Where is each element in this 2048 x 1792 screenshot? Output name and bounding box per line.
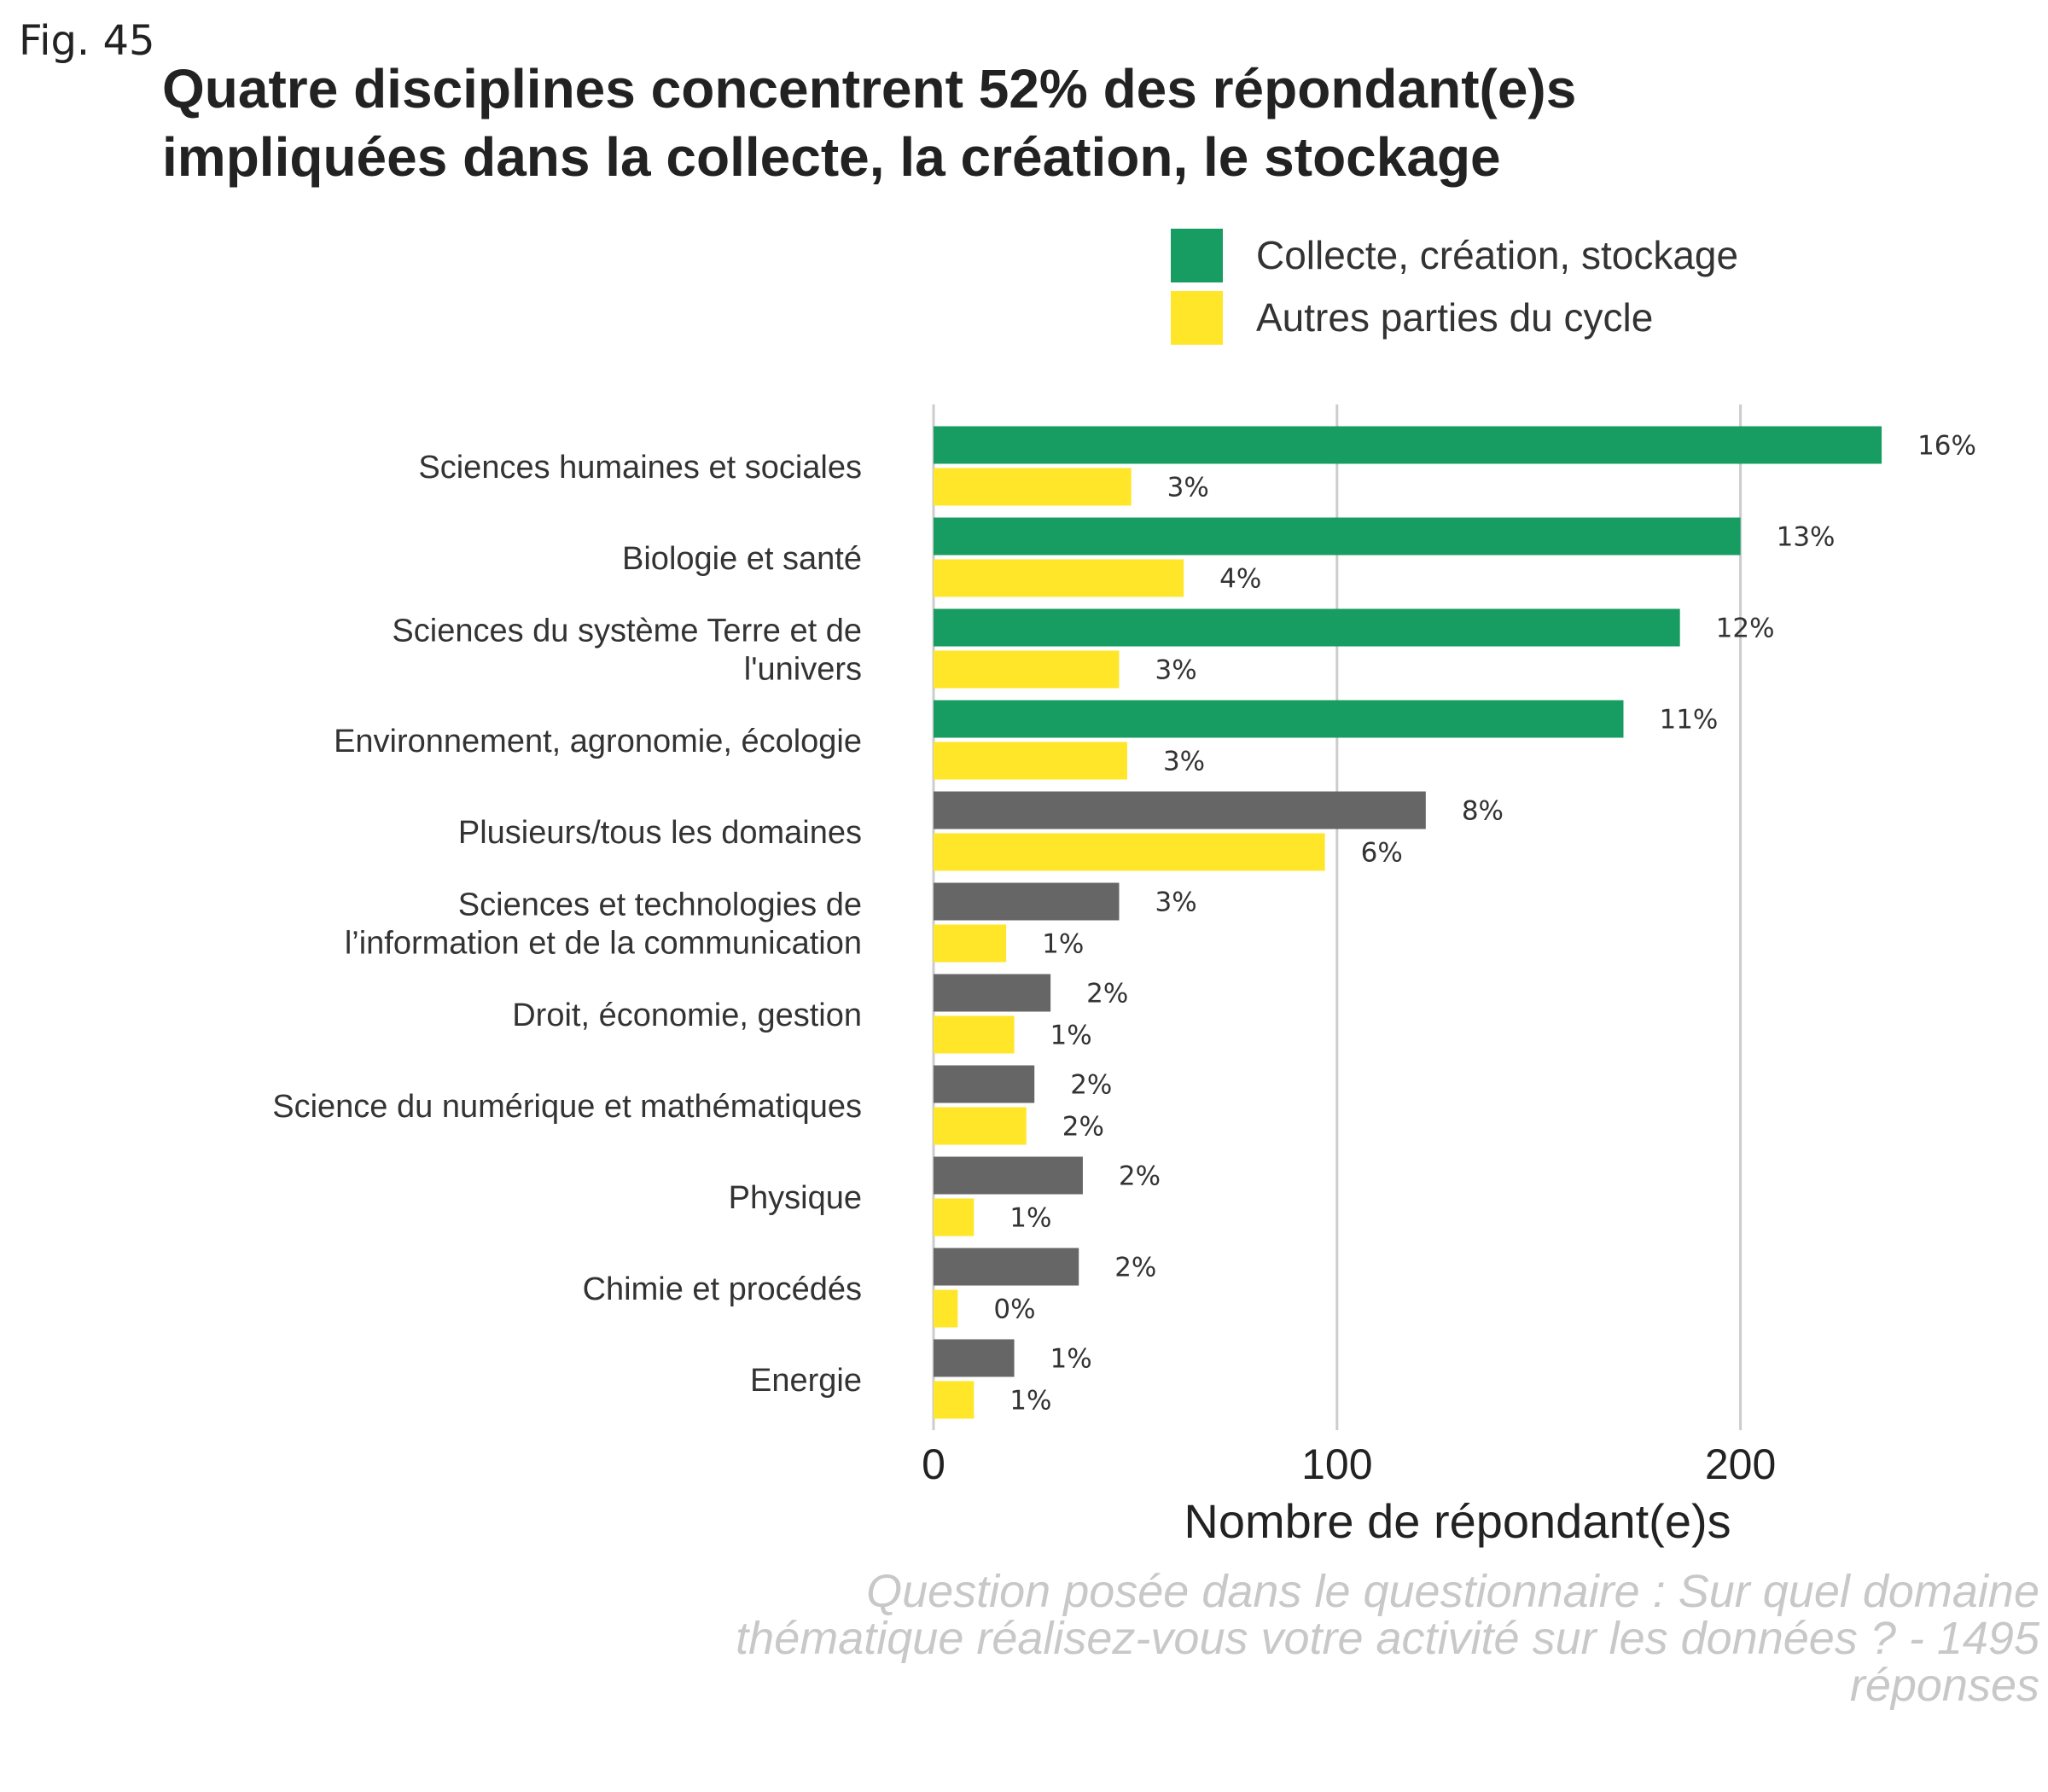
data-label-autres: 3% xyxy=(1167,473,1209,503)
bar-collecte xyxy=(934,974,1051,1012)
data-label-collecte: 13% xyxy=(1777,522,1836,553)
caption-line-1: Question posée dans le questionnaire : S… xyxy=(866,1566,2039,1617)
bar-collecte xyxy=(934,882,1120,921)
bar-collecte xyxy=(934,791,1426,829)
category-label: Physique xyxy=(729,1180,862,1216)
category-label: Sciences du système Terre et de xyxy=(392,614,862,649)
category-label: Environnement, agronomie, écologie xyxy=(334,724,862,759)
bar-collecte xyxy=(934,700,1624,738)
bar-chart: 16%3%13%4%12%3%11%3%8%6%3%1%2%1%2%2%2%1%… xyxy=(272,229,1976,1548)
chart-title: Quatre disciplines concentrent 52% des r… xyxy=(162,55,1997,191)
data-label-autres: 1% xyxy=(1009,1203,1051,1234)
bar-collecte xyxy=(934,426,1882,464)
category-label: l’information et de la communication xyxy=(345,926,862,962)
data-label-collecte: 12% xyxy=(1716,614,1775,644)
data-label-collecte: 16% xyxy=(1917,431,1976,462)
data-label-autres: 2% xyxy=(1062,1112,1104,1143)
category-label: Droit, économie, gestion xyxy=(512,998,862,1033)
category-label: Sciences humaines et sociales xyxy=(418,450,862,486)
bar-autres xyxy=(934,1381,975,1419)
x-axis-ticks: 0 100 200 xyxy=(922,1440,1776,1488)
legend-swatch-autres xyxy=(1171,291,1223,345)
category-label: Sciences et technologies de xyxy=(458,887,862,923)
chart-title-line-1: Quatre disciplines concentrent 52% des r… xyxy=(162,58,1577,119)
bar-collecte xyxy=(934,1156,1083,1195)
figure-label: Fig. 45 xyxy=(19,17,155,65)
data-label-collecte: 8% xyxy=(1462,796,1504,827)
data-label-autres: 3% xyxy=(1163,747,1205,777)
category-label: l'univers xyxy=(744,652,862,688)
bar-autres xyxy=(934,1107,1027,1145)
caption-line-2: thématique réalisez-vous votre activité … xyxy=(736,1613,2039,1664)
bar-autres xyxy=(934,742,1127,780)
bar-autres xyxy=(934,468,1132,506)
bar-autres xyxy=(934,1198,975,1236)
legend-swatch-collecte xyxy=(1171,229,1223,282)
data-label-collecte: 2% xyxy=(1070,1070,1112,1101)
x-tick-label: 200 xyxy=(1705,1440,1776,1488)
legend-label-autres: Autres parties du cycle xyxy=(1256,295,1653,340)
caption: Question posée dans le questionnaire : S… xyxy=(418,1568,2039,1709)
bar-autres xyxy=(934,559,1184,597)
data-label-autres: 0% xyxy=(993,1295,1035,1325)
data-label-collecte: 11% xyxy=(1659,705,1718,736)
bar-collecte xyxy=(934,1065,1035,1103)
bar-collecte xyxy=(934,608,1680,647)
data-label-autres: 1% xyxy=(1042,929,1084,960)
category-labels: Sciences humaines et sociales Biologie et… xyxy=(272,450,862,1399)
category-label: Chimie et procédés xyxy=(583,1271,862,1307)
legend-label-collecte: Collecte, création, stockage xyxy=(1256,233,1738,277)
category-label: Plusieurs/tous les domaines xyxy=(458,815,862,851)
bar-autres xyxy=(934,1015,1015,1054)
category-label: Energie xyxy=(750,1363,862,1399)
category-label: Biologie et santé xyxy=(622,541,862,577)
caption-line-3: réponses xyxy=(1849,1660,2039,1711)
legend: Collecte, création, stockage Autres part… xyxy=(1171,229,1738,345)
data-label-collecte: 1% xyxy=(1050,1344,1092,1375)
bar-collecte xyxy=(934,1248,1079,1286)
data-label-collecte: 2% xyxy=(1114,1253,1156,1283)
chart-title-line-2: impliquées dans la collecte, la création… xyxy=(162,126,1501,188)
x-tick-label: 0 xyxy=(922,1440,945,1488)
category-label: Science du numérique et mathématiques xyxy=(272,1089,862,1125)
data-label-autres: 1% xyxy=(1009,1386,1051,1417)
bar-collecte xyxy=(934,517,1741,556)
data-label-collecte: 3% xyxy=(1155,887,1196,918)
bar-autres xyxy=(934,650,1120,689)
data-label-autres: 4% xyxy=(1219,564,1261,595)
bar-collecte xyxy=(934,1339,1015,1377)
data-label-autres: 1% xyxy=(1050,1021,1092,1051)
data-label-collecte: 2% xyxy=(1119,1161,1161,1192)
x-axis-label: Nombre de répondant(e)s xyxy=(1184,1494,1731,1548)
data-label-autres: 6% xyxy=(1361,838,1403,869)
data-label-collecte: 2% xyxy=(1086,979,1128,1009)
bar-autres xyxy=(934,924,1007,963)
data-label-autres: 3% xyxy=(1155,655,1196,686)
x-tick-label: 100 xyxy=(1301,1440,1372,1488)
bar-autres xyxy=(934,833,1325,871)
bar-autres xyxy=(934,1289,958,1328)
data-labels: 16%3%13%4%12%3%11%3%8%6%3%1%2%1%2%2%2%1%… xyxy=(993,431,1976,1417)
bars xyxy=(934,426,1882,1419)
